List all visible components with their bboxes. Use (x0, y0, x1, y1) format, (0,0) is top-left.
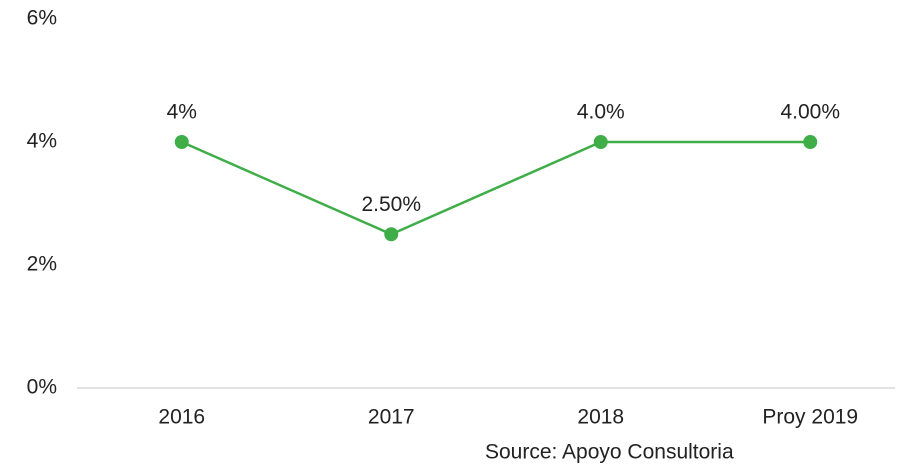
x-tick-label: 2017 (368, 406, 415, 429)
data-label: 2.50% (361, 193, 421, 216)
y-tick-label: 2% (27, 253, 57, 276)
data-label: 4.0% (577, 101, 625, 124)
data-point (803, 135, 818, 149)
data-point (593, 135, 608, 149)
y-tick-label: 6% (27, 7, 57, 30)
x-tick-label: 2016 (158, 406, 205, 429)
data-point (384, 227, 399, 242)
x-tick-label: Proy 2019 (762, 406, 858, 429)
line-series (181, 140, 811, 236)
data-label: 4.00% (780, 101, 840, 124)
data-label: 4% (167, 101, 197, 124)
y-tick-label: 4% (27, 130, 57, 153)
source-note: Source: Apoyo Consultoria (485, 441, 734, 464)
y-tick-label: 0% (27, 376, 57, 399)
data-point (174, 135, 189, 149)
x-tick-label: 2018 (577, 406, 624, 429)
